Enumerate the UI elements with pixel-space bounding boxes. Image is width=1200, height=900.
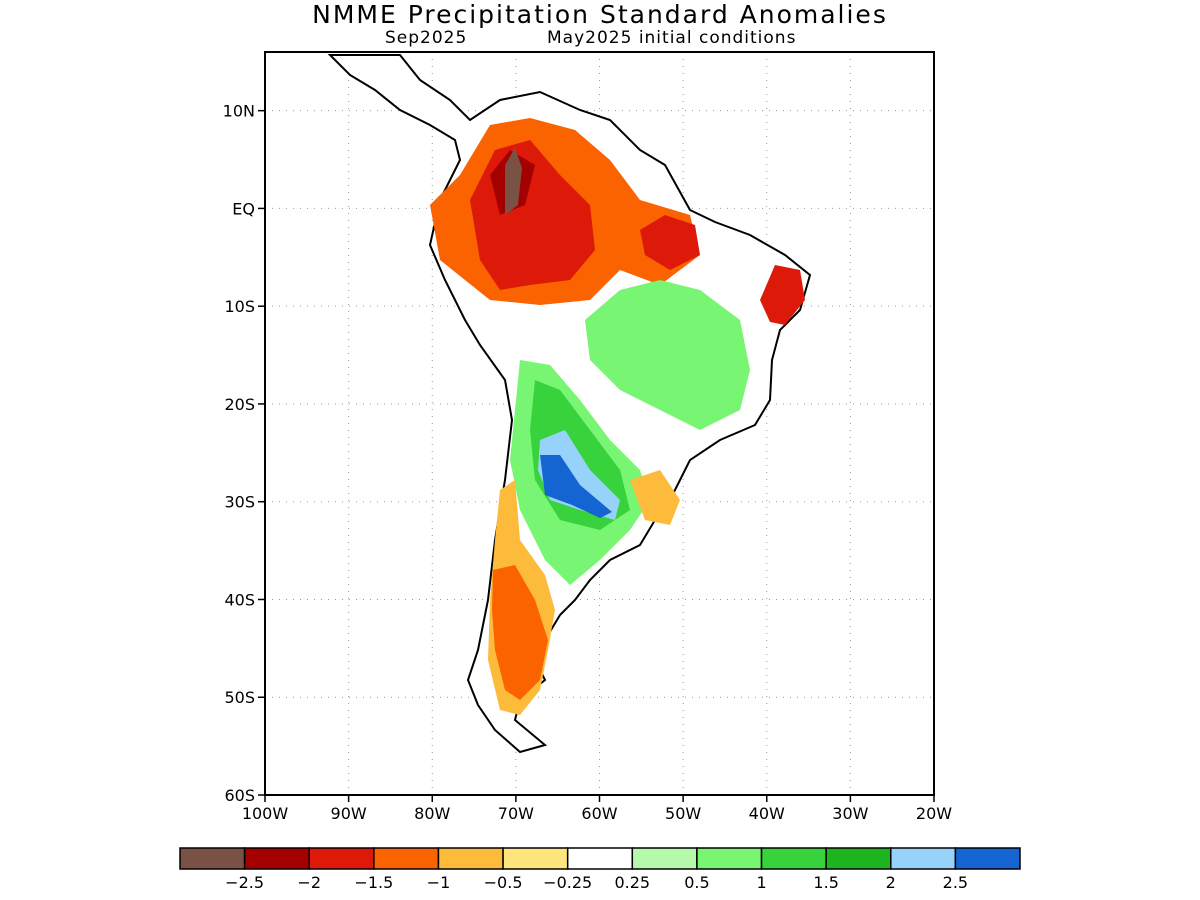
lon-tick-label: 70W bbox=[498, 804, 534, 823]
legend-color-box bbox=[502, 847, 569, 870]
legend-color-box bbox=[179, 847, 246, 870]
lon-tick-label: 20W bbox=[916, 804, 952, 823]
legend-color-box bbox=[437, 847, 504, 870]
dry-anomaly-brown bbox=[505, 148, 522, 215]
lon-ticks: 100W 90W 80W 70W 60W 50W 40W 30W 20W bbox=[242, 795, 952, 823]
lat-tick-label: 20S bbox=[224, 395, 255, 414]
lat-tick-label: 60S bbox=[224, 786, 255, 805]
lon-tick-label: 50W bbox=[665, 804, 701, 823]
dry-anomaly-east-red bbox=[640, 215, 700, 270]
legend-label: 2 bbox=[886, 873, 896, 892]
legend-label: −2 bbox=[297, 873, 321, 892]
lat-tick-label: 10S bbox=[224, 297, 255, 316]
lon-tick-label: 40W bbox=[749, 804, 785, 823]
legend-label: 0.5 bbox=[684, 873, 709, 892]
lat-tick-label: 40S bbox=[224, 590, 255, 609]
legend-color-box bbox=[760, 847, 827, 870]
legend-color-box bbox=[890, 847, 957, 870]
lon-tick-label: 80W bbox=[414, 804, 450, 823]
legend-label: 1.5 bbox=[813, 873, 838, 892]
lat-ticks: 10N EQ 10S 20S 30S 40S 50S 60S bbox=[223, 102, 265, 805]
lat-tick-label: 10N bbox=[223, 102, 255, 121]
legend-color-box bbox=[373, 847, 440, 870]
dry-anomaly-northeast bbox=[760, 265, 805, 325]
lat-tick-label: 50S bbox=[224, 688, 255, 707]
legend-color-box bbox=[696, 847, 763, 870]
legend-label: 2.5 bbox=[943, 873, 968, 892]
lon-tick-label: 90W bbox=[331, 804, 367, 823]
legend-color-box bbox=[243, 847, 310, 870]
legend-label: 0.25 bbox=[614, 873, 650, 892]
legend-label: −0.25 bbox=[543, 873, 592, 892]
lon-tick-label: 100W bbox=[242, 804, 289, 823]
legend-color-box bbox=[566, 847, 634, 870]
wet-anomaly-brazil bbox=[585, 280, 750, 430]
legend-label: −0.5 bbox=[484, 873, 523, 892]
legend-color-box bbox=[825, 847, 892, 870]
lat-tick-label: 30S bbox=[224, 493, 255, 512]
dry-anomaly-southeast bbox=[630, 470, 680, 525]
legend-label: −1 bbox=[427, 873, 451, 892]
legend-color-box bbox=[631, 847, 698, 870]
map-title: NMME Precipitation Standard Anomalies bbox=[312, 0, 888, 29]
anomaly-map: 10N EQ 10S 20S 30S 40S 50S 60S 100W 90W 80W 70W 60W… bbox=[223, 51, 952, 823]
legend-label: 1 bbox=[756, 873, 766, 892]
initial-conditions: May2025 initial conditions bbox=[547, 28, 797, 48]
wet-anomaly-blue bbox=[540, 455, 612, 518]
forecast-month: Sep2025 bbox=[385, 28, 468, 48]
legend-color-box bbox=[308, 847, 375, 870]
lon-tick-label: 60W bbox=[581, 804, 617, 823]
legend-label: −1.5 bbox=[354, 873, 393, 892]
legend-label: −2.5 bbox=[225, 873, 264, 892]
legend-color-box bbox=[954, 847, 1021, 870]
lat-tick-label: EQ bbox=[232, 199, 255, 218]
dry-anomaly-patagonia bbox=[492, 565, 548, 700]
lon-tick-label: 30W bbox=[832, 804, 868, 823]
